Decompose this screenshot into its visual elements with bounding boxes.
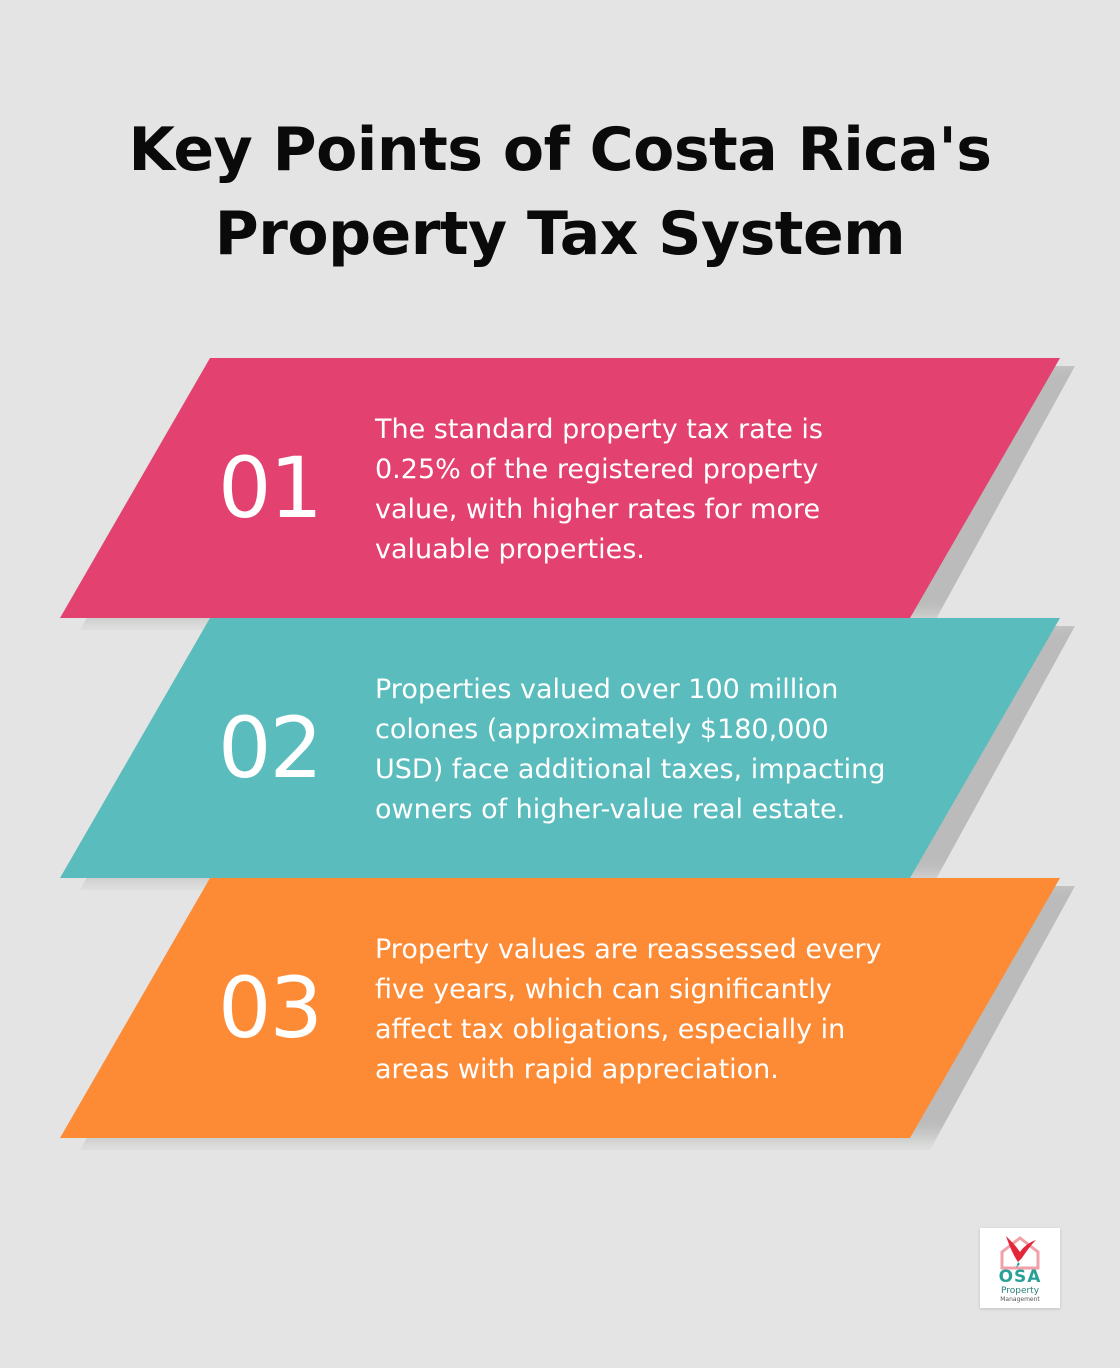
title-line-1: Key Points of Costa Rica's	[128, 115, 992, 185]
point-text: Properties valued over 100 million colon…	[375, 670, 915, 830]
logo-subtitle: Property	[1000, 1286, 1040, 1296]
point-number: 02	[218, 699, 323, 797]
company-logo[interactable]: OSA Property Management	[980, 1228, 1060, 1308]
band-teal	[60, 618, 1060, 878]
page-title: Key Points of Costa Rica's Property Tax …	[0, 108, 1120, 276]
point-text: The standard property tax rate is 0.25% …	[375, 410, 915, 570]
text-line: areas with rapid appreciation.	[375, 1054, 779, 1085]
key-point-2: 02 Properties valued over 100 million co…	[0, 618, 1120, 878]
text-line: valuable properties.	[375, 534, 645, 565]
text-line: Property values are reassessed every	[375, 934, 882, 965]
logo-subtitle-2: Management	[1000, 1296, 1040, 1303]
bird-house-icon	[1000, 1236, 1040, 1270]
text-line: 0.25% of the registered property	[375, 454, 819, 485]
text-line: owners of higher-value real estate.	[375, 794, 846, 825]
title-line-2: Property Tax System	[214, 199, 906, 269]
text-line: value, with higher rates for more	[375, 494, 821, 525]
text-line: affect tax obligations, especially in	[375, 1014, 846, 1045]
point-number: 01	[218, 439, 323, 537]
text-line: The standard property tax rate is	[375, 414, 823, 445]
logo-name: OSA	[998, 1267, 1042, 1287]
text-line: USD) face additional taxes, impacting	[375, 754, 886, 785]
key-point-3: 03 Property values are reassessed every …	[0, 878, 1120, 1138]
band-orange	[60, 878, 1060, 1138]
text-line: five years, which can significantly	[375, 974, 832, 1005]
text-line: Properties valued over 100 million	[375, 674, 839, 705]
band-pink	[60, 358, 1060, 618]
key-point-1: 01 The standard property tax rate is 0.2…	[0, 358, 1120, 618]
point-text: Property values are reassessed every fiv…	[375, 930, 915, 1090]
point-number: 03	[218, 959, 323, 1057]
text-line: colones (approximately $180,000	[375, 714, 829, 745]
